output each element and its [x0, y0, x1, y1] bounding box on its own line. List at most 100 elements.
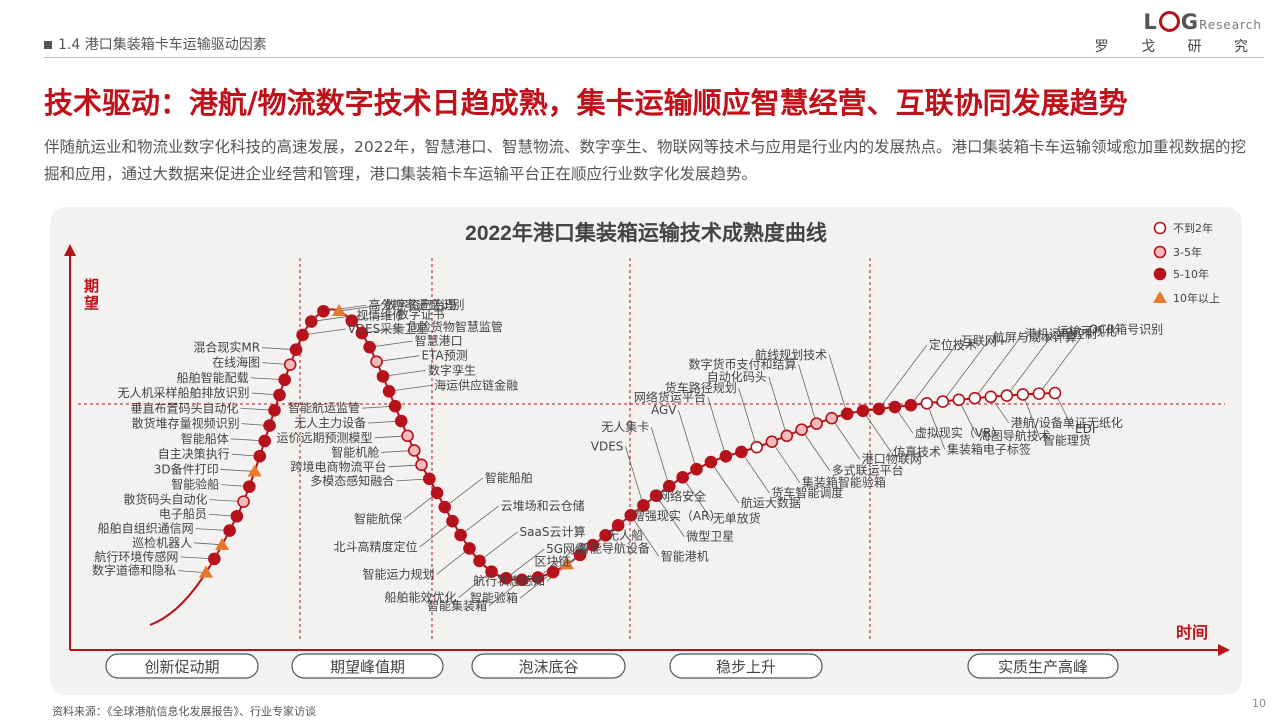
leader-line — [537, 548, 577, 578]
header-divider — [44, 57, 1264, 58]
tech-point — [840, 407, 854, 421]
tech-point — [968, 391, 982, 405]
tech-label: 货车路径规划 — [665, 380, 737, 395]
tech-point — [253, 449, 267, 463]
tech-label: 数字孪生 — [428, 362, 476, 377]
leader-line — [828, 354, 848, 414]
tech-label: 垂直布置码头自动化 — [130, 401, 238, 415]
tech-label: OCR箱号识别 — [1089, 322, 1163, 337]
leader-line — [488, 579, 523, 607]
tech-point — [662, 479, 676, 493]
tech-label: 港航/设备单证无纸化 — [1011, 415, 1123, 430]
leader-line — [1006, 331, 1056, 396]
tech-point — [765, 435, 779, 449]
tech-label: 多式联运平台 — [832, 463, 904, 478]
tech-point — [952, 393, 966, 407]
leader-line — [351, 314, 395, 322]
logo-ring-icon — [1158, 11, 1180, 32]
leader-line — [625, 446, 644, 506]
section-heading: 1.4 港口集装箱卡车运输驱动因素 — [44, 34, 267, 54]
phase-label: 实质生产高峰 — [998, 658, 1088, 676]
tech-label: 海运供应链金融 — [434, 377, 518, 392]
leader-line — [910, 340, 960, 406]
tech-point — [856, 404, 870, 418]
tech-label: 航行环境传感网 — [94, 549, 178, 564]
leader-line — [678, 410, 697, 470]
leader-line — [771, 441, 801, 483]
tech-point — [345, 314, 359, 327]
section-label: 1.4 港口集装箱卡车运输驱动因素 — [58, 37, 267, 53]
legend-label: 不到2年 — [1173, 221, 1213, 235]
tech-point — [401, 429, 414, 443]
leader-line — [878, 344, 928, 410]
tech-label: 港口物联网 — [862, 452, 922, 466]
legend-marker — [1153, 245, 1167, 259]
tech-point — [780, 429, 794, 443]
tech-point — [388, 399, 402, 413]
phase-label: 泡沫底谷 — [518, 658, 578, 676]
tech-point — [363, 340, 376, 354]
tech-point — [473, 554, 486, 568]
tech-label: 散货码头自动化 — [124, 492, 208, 507]
tech-point — [1016, 388, 1030, 401]
leader-line — [338, 304, 383, 312]
tech-label: 航线规划技术 — [755, 347, 827, 362]
tech-point — [750, 440, 764, 454]
tech-point — [735, 445, 748, 459]
leader-line — [926, 403, 946, 450]
leader-line — [1054, 392, 1074, 430]
tech-point — [304, 315, 318, 328]
leader-line — [505, 548, 545, 579]
page-number: 10 — [1252, 697, 1266, 710]
tech-label: 航行状态感知 — [473, 573, 545, 588]
tech-label: 海图导航技术 — [979, 428, 1051, 443]
chart-panel — [50, 207, 1242, 695]
tech-point-triangle-icon — [215, 537, 230, 550]
leader-line — [958, 399, 978, 436]
tech-point — [223, 524, 236, 537]
tech-point — [624, 509, 638, 522]
tech-label: 数字资产治理 — [384, 297, 456, 312]
tech-label: 智能港机 — [661, 548, 709, 563]
y-axis-label: 期望 — [82, 277, 100, 312]
tech-point — [546, 565, 560, 579]
tech-point — [382, 384, 396, 398]
tech-point — [888, 400, 902, 414]
tech-point — [230, 509, 244, 523]
tech-label: 高分辨率遥感识别 — [368, 297, 464, 312]
leader-line — [389, 384, 433, 392]
tech-point — [704, 455, 718, 469]
tech-point — [599, 528, 612, 542]
tech-point — [586, 538, 600, 552]
tech-point — [208, 552, 221, 566]
leader-line — [323, 304, 367, 312]
tech-point — [936, 395, 950, 408]
leader-line — [798, 364, 817, 424]
leader-line — [862, 410, 892, 453]
tech-label: 多模态感知融合 — [310, 473, 394, 488]
tech-point — [237, 495, 250, 508]
tech-point — [273, 388, 286, 402]
tech-label: 智能理货 — [1043, 432, 1091, 447]
leader-line — [707, 397, 727, 457]
tech-point — [1048, 386, 1062, 400]
tech-point — [454, 528, 467, 542]
tech-label: 自动化码头 — [707, 370, 767, 384]
tech-point — [296, 328, 309, 342]
leader-line — [801, 429, 830, 471]
tech-label: 无人主力设备 — [294, 416, 366, 430]
leader-line — [444, 477, 483, 508]
tech-label: 智能验箱 — [470, 590, 518, 605]
tech-point — [463, 542, 476, 555]
tech-label: 散货堆存量视频识别 — [132, 416, 240, 431]
leader-line — [403, 492, 438, 520]
tech-label: 智能验船 — [171, 477, 219, 492]
tech-label: 船舶自组织通信网 — [98, 521, 194, 536]
legend-triangle-icon — [1153, 291, 1167, 303]
intro-paragraph: 伴随航运业和物流业数字化科技的高速发展，2022年，智慧港口、智慧物流、数字孪生… — [44, 138, 1246, 183]
tech-label: VDES — [591, 439, 624, 453]
tech-label: 数字道德和隐私 — [92, 563, 176, 578]
tech-point — [243, 480, 256, 493]
tech-point — [423, 472, 436, 486]
leader-line — [382, 370, 427, 377]
